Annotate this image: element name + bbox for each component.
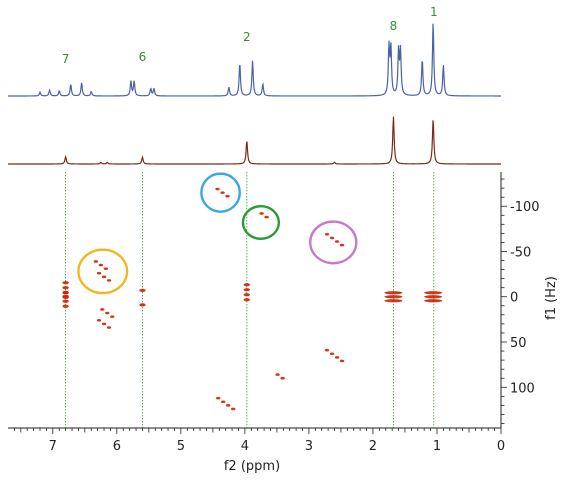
x-tick-label-6: 6 [113, 439, 121, 454]
x-tick-label-2: 2 [369, 439, 377, 454]
y-tick-label--50: -50 [510, 245, 531, 260]
x-tick-label-0: 0 [497, 439, 505, 454]
cross-peak-16 [275, 373, 285, 380]
x-tick-label-5: 5 [177, 439, 185, 454]
highlight-circle-1 [200, 172, 241, 213]
proton-spectrum-bottom [8, 116, 501, 165]
cross-peak-14 [384, 291, 403, 303]
peak-label-2: 2 [243, 30, 251, 44]
highlight-circle-3 [309, 220, 358, 265]
y-axis-title: f1 (Hz) [544, 276, 559, 320]
x-tick-label-1: 1 [433, 439, 441, 454]
peak-label-8: 8 [390, 19, 398, 33]
cross-peak-17 [215, 396, 236, 411]
y-tick-label--100: -100 [510, 200, 540, 215]
y-tick-label-100: 100 [510, 381, 535, 396]
cross-peak-2 [62, 290, 69, 300]
cross-peak-12 [324, 233, 345, 247]
cross-peak-4 [96, 271, 112, 282]
y-tick-label-0: 0 [510, 291, 518, 306]
highlight-circle-2 [241, 205, 281, 240]
cross-peak-8 [139, 303, 146, 307]
cross-peak-5 [100, 308, 115, 318]
cross-peaks [62, 187, 443, 411]
peak-label-1: 1 [430, 5, 438, 19]
peak-label-7: 7 [62, 52, 70, 66]
cross-peak-13 [324, 348, 345, 363]
peak-label-6: 6 [139, 50, 147, 64]
x-tick-label-3: 3 [305, 439, 313, 454]
proton-spectrum-top [8, 23, 501, 97]
spectrum-trace-bottom [8, 116, 501, 165]
highlight-circles [77, 172, 358, 295]
cross-peak-10 [215, 187, 230, 198]
cross-peak-11 [259, 212, 269, 219]
spectrum-trace-top [8, 23, 501, 97]
cross-peak-3 [93, 260, 109, 270]
guide-lines [65, 172, 435, 428]
peak-labels: 7 6 2 8 1 [62, 5, 438, 66]
cross-peak-9 [243, 283, 251, 302]
x-axis-title: f2 (ppm) [224, 459, 280, 474]
cross-peak-15 [424, 291, 443, 303]
x-tick-label-4: 4 [241, 439, 249, 454]
highlight-circle-0 [77, 248, 129, 295]
y-tick-label-50: 50 [510, 336, 527, 351]
axes: 7 6 5 4 3 2 1 0 -100 -50 0 50 100 [8, 172, 540, 454]
cross-peak-6 [96, 318, 112, 329]
x-tick-label-7: 7 [49, 439, 57, 454]
cross-peak-7 [139, 288, 146, 292]
